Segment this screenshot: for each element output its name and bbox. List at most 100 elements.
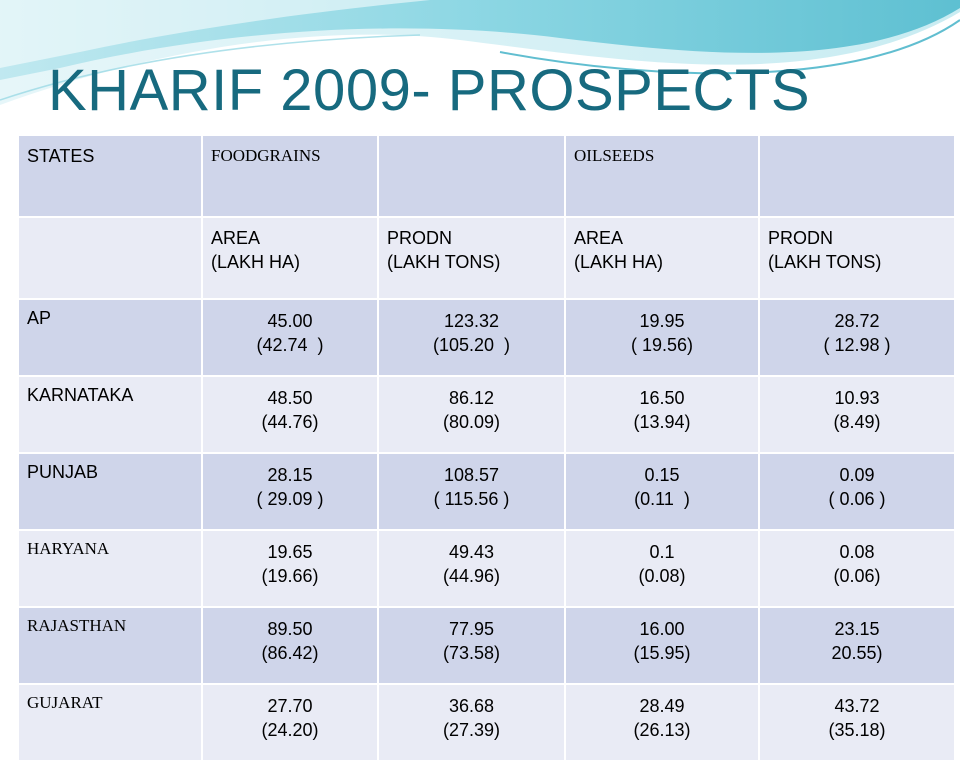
table-row-karnataka: KARNATAKA 48.50 (44.76) 86.12 (80.09) 16.5… <box>17 375 956 454</box>
value-current: 89.50 <box>267 619 313 639</box>
header-unit: (LAKH TONS) <box>768 252 882 272</box>
state-cell: AP <box>17 298 203 377</box>
value-previous: ( 12.98 ) <box>823 335 891 355</box>
value-previous: (24.20) <box>261 720 319 740</box>
fg-prodn-cell: 77.95 (73.58) <box>377 606 566 685</box>
table-row-gujarat: GUJARAT 27.70 (24.20) 36.68 (27.39) 28.49 (… <box>17 683 956 762</box>
value-current: 123.32 <box>443 311 500 331</box>
value-current: 16.50 <box>639 388 685 408</box>
value-previous: ( 29.09 ) <box>256 489 324 509</box>
os-area-cell: 28.49 (26.13) <box>564 683 760 762</box>
header-wave-decoration <box>0 0 960 105</box>
header-unit: (LAKH HA) <box>211 252 301 272</box>
value-previous: 20.55) <box>831 643 883 663</box>
os-prodn-cell: 0.08 (0.06) <box>758 529 956 608</box>
header-text: AREA <box>211 228 261 248</box>
value-previous: (8.49) <box>833 412 881 432</box>
value-previous: (80.09) <box>442 412 501 432</box>
fg-prodn-cell: 49.43 (44.96) <box>377 529 566 608</box>
header-cell-oilseeds-area: AREA (LAKH HA) <box>564 216 760 300</box>
header-cell-empty <box>758 134 956 218</box>
os-area-cell: 16.50 (13.94) <box>564 375 760 454</box>
header-row-2: AREA (LAKH HA) PRODN (LAKH TONS) AREA (L… <box>17 216 956 300</box>
header-cell-foodgrains: FOODGRAINS <box>201 134 379 218</box>
header-unit: (LAKH TONS) <box>387 252 501 272</box>
value-previous: (42.74 ) <box>256 335 324 355</box>
value-previous: ( 115.56 ) <box>433 489 510 509</box>
fg-prodn-cell: 86.12 (80.09) <box>377 375 566 454</box>
os-area-cell: 16.00 (15.95) <box>564 606 760 685</box>
state-cell: RAJASTHAN <box>17 606 203 685</box>
os-area-cell: 0.1 (0.08) <box>564 529 760 608</box>
os-prodn-cell: 43.72 (35.18) <box>758 683 956 762</box>
value-current: 86.12 <box>448 388 495 408</box>
fg-area-cell: 19.65 (19.66) <box>201 529 379 608</box>
value-current: 0.08 <box>839 542 875 562</box>
value-current: 19.95 <box>639 311 685 331</box>
value-previous: (26.13) <box>633 720 691 740</box>
value-previous: (27.39) <box>442 720 501 740</box>
header-text: PRODN <box>387 228 453 248</box>
kharif-prospects-table: STATES FOODGRAINS OILSEEDS AREA (LAKH HA… <box>17 134 956 762</box>
value-previous: (44.96) <box>442 566 501 586</box>
header-cell-foodgrains-prodn: PRODN (LAKH TONS) <box>377 216 566 300</box>
value-previous: (44.76) <box>261 412 319 432</box>
fg-area-cell: 89.50 (86.42) <box>201 606 379 685</box>
value-current: 77.95 <box>448 619 495 639</box>
value-current: 10.93 <box>834 388 880 408</box>
value-previous: (0.06) <box>833 566 881 586</box>
header-unit: (LAKH HA) <box>574 252 664 272</box>
value-current: 27.70 <box>267 696 313 716</box>
state-cell: HARYANA <box>17 529 203 608</box>
os-area-cell: 0.15 (0.11 ) <box>564 452 760 531</box>
fg-prodn-cell: 108.57 ( 115.56 ) <box>377 452 566 531</box>
fg-prodn-cell: 36.68 (27.39) <box>377 683 566 762</box>
value-previous: (0.11 ) <box>634 489 690 509</box>
value-previous: (86.42) <box>261 643 319 663</box>
os-prodn-cell: 10.93 (8.49) <box>758 375 956 454</box>
value-previous: ( 19.56) <box>630 335 694 355</box>
value-current: 23.15 <box>834 619 880 639</box>
value-current: 16.00 <box>639 619 685 639</box>
value-current: 28.49 <box>639 696 685 716</box>
table-row-ap: AP 45.00 (42.74 ) 123.32 (105.20 ) 19.95 ( … <box>17 298 956 377</box>
value-previous: (35.18) <box>828 720 886 740</box>
value-current: 0.15 <box>644 465 680 485</box>
value-current: 0.09 <box>839 465 875 485</box>
header-cell-empty <box>377 134 566 218</box>
header-row-1: STATES FOODGRAINS OILSEEDS <box>17 134 956 218</box>
state-cell: PUNJAB <box>17 452 203 531</box>
table-row-haryana: HARYANA 19.65 (19.66) 49.43 (44.96) 0.1 (0.… <box>17 529 956 608</box>
value-current: 36.68 <box>448 696 495 716</box>
value-previous: (19.66) <box>261 566 319 586</box>
fg-area-cell: 27.70 (24.20) <box>201 683 379 762</box>
value-current: 0.1 <box>649 542 675 562</box>
value-previous: (0.08) <box>638 566 686 586</box>
table-row-rajasthan: RAJASTHAN 89.50 (86.42) 77.95 (73.58) 16.0… <box>17 606 956 685</box>
table-row-punjab: PUNJAB 28.15 ( 29.09 ) 108.57 ( 115.56 ) 0… <box>17 452 956 531</box>
value-current: 49.43 <box>448 542 495 562</box>
fg-area-cell: 28.15 ( 29.09 ) <box>201 452 379 531</box>
slide-title: KHARIF 2009- PROSPECTS <box>48 58 810 123</box>
fg-area-cell: 48.50 (44.76) <box>201 375 379 454</box>
value-previous: ( 0.06 ) <box>828 489 886 509</box>
state-cell: KARNATAKA <box>17 375 203 454</box>
os-area-cell: 19.95 ( 19.56) <box>564 298 760 377</box>
state-cell: GUJARAT <box>17 683 203 762</box>
value-current: 28.15 <box>267 465 313 485</box>
os-prodn-cell: 0.09 ( 0.06 ) <box>758 452 956 531</box>
fg-area-cell: 45.00 (42.74 ) <box>201 298 379 377</box>
header-cell-oilseeds-prodn: PRODN (LAKH TONS) <box>758 216 956 300</box>
value-previous: (105.20 ) <box>432 335 511 355</box>
value-current: 45.00 <box>267 311 313 331</box>
fg-prodn-cell: 123.32 (105.20 ) <box>377 298 566 377</box>
value-current: 19.65 <box>267 542 313 562</box>
value-previous: (15.95) <box>633 643 691 663</box>
os-prodn-cell: 28.72 ( 12.98 ) <box>758 298 956 377</box>
header-text: AREA <box>574 228 624 248</box>
value-current: 43.72 <box>834 696 880 716</box>
value-previous: (13.94) <box>633 412 691 432</box>
header-cell-foodgrains-area: AREA (LAKH HA) <box>201 216 379 300</box>
value-current: 108.57 <box>443 465 500 485</box>
header-cell-states: STATES <box>17 134 203 218</box>
